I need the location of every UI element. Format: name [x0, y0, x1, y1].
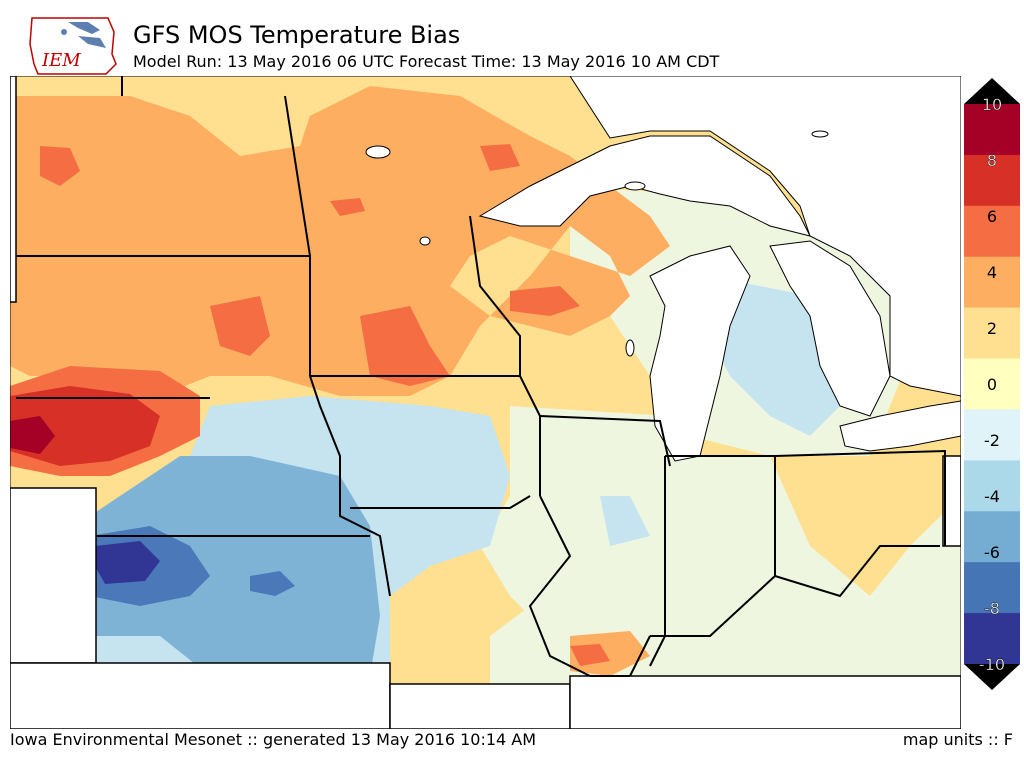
state-boundaries	[16, 76, 946, 677]
colorbar-bin	[964, 562, 1020, 614]
colorbar-tick-label: -8	[984, 599, 1000, 618]
iem-logo: IEM	[29, 17, 117, 75]
colorbar-tick-label: 6	[987, 207, 997, 226]
inland-lakes	[365, 130, 829, 357]
colorbar-tick-label: -4	[984, 487, 1000, 506]
colorbar-tick-label: 10	[982, 95, 1002, 114]
colorbar-bottom-arrow	[964, 664, 1020, 690]
temperature-colorbar: 10 8 6 4 2 0 -2 -4 -6 -8 -10	[964, 78, 1020, 690]
temperature-bias-map	[10, 76, 961, 729]
footer-units: map units :: F	[902, 730, 1013, 749]
lake-erie	[839, 400, 961, 452]
colorbar-bin	[964, 511, 1020, 563]
map-title: GFS MOS Temperature Bias	[133, 21, 461, 49]
colorbar-bin	[964, 460, 1020, 512]
colorbar-bin	[964, 104, 1020, 156]
footer-credit: Iowa Environmental Mesonet :: generated …	[10, 730, 537, 749]
bias-region-minus4	[90, 456, 380, 696]
bias-region-plus6	[10, 386, 160, 466]
colorbar-tick-label: 2	[987, 319, 997, 338]
colorbar-tick-label: 8	[987, 151, 997, 170]
colorbar-bin	[964, 256, 1020, 309]
no-data-regions	[10, 76, 961, 729]
colorbar-tick-label: 4	[987, 263, 997, 282]
lake-huron	[769, 240, 891, 417]
colorbar-bin	[964, 307, 1020, 360]
colorbar-bin	[964, 613, 1020, 665]
colorbar-tick-label: 0	[987, 375, 997, 394]
bias-region-minus8	[95, 541, 160, 584]
colorbar-tick-label: -2	[984, 431, 1000, 450]
ontario-coast	[569, 76, 961, 397]
colorbar-bin	[964, 205, 1020, 258]
colorbar-bin	[964, 358, 1020, 410]
colorbar-bin	[964, 154, 1020, 207]
colorbar-bin	[964, 409, 1020, 461]
map-subtitle: Model Run: 13 May 2016 06 UTC Forecast T…	[133, 52, 720, 71]
colorbar-tick-label: -6	[984, 543, 1000, 562]
bias-region-plus8	[10, 416, 55, 454]
lake-michigan	[649, 245, 751, 462]
colorbar-top-arrow	[964, 78, 1020, 104]
logo-text: IEM	[41, 50, 81, 71]
colorbar-tick-label: -10	[979, 655, 1005, 674]
